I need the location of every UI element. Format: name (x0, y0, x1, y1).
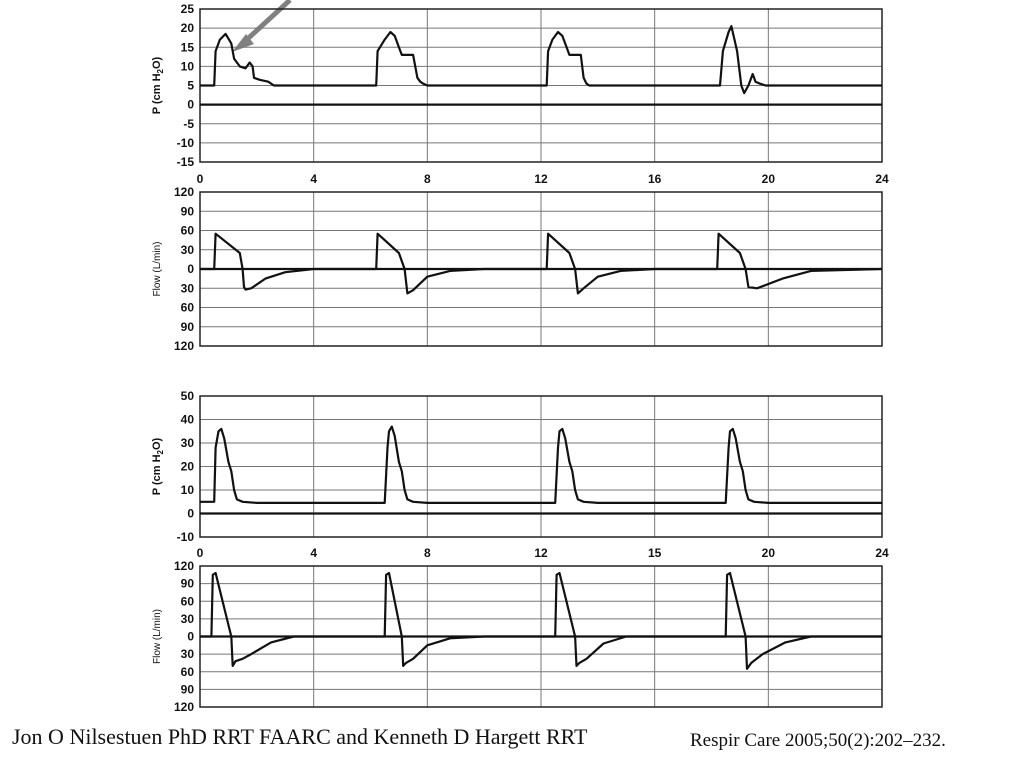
annotation-arrow (232, 0, 292, 52)
y-tick-label: 10 (181, 59, 195, 73)
x-tick-label: 12 (534, 172, 548, 186)
y-tick-label: 60 (181, 301, 195, 315)
y-tick-label: 30 (181, 612, 195, 626)
y-axis-label: Flow (L/min) (152, 609, 163, 664)
y-tick-label: 90 (181, 320, 195, 334)
y-tick-label: 10 (181, 483, 195, 497)
x-tick-label: 0 (197, 546, 204, 560)
y-tick-label: 120 (174, 339, 194, 353)
x-tick-label: 20 (762, 172, 776, 186)
y-tick-label: 120 (174, 700, 194, 714)
waveform-trace (200, 25, 882, 95)
citation-authors: Jon O Nilsestuen PhD RRT FAARC and Kenne… (12, 724, 588, 749)
y-tick-label: 90 (181, 682, 195, 696)
x-tick-label: 4 (310, 546, 317, 560)
x-tick-label: 4 (310, 172, 317, 186)
x-tick-label: 12 (534, 546, 548, 560)
waveform-trace (200, 232, 883, 295)
y-tick-label: 0 (187, 262, 194, 276)
y-tick-label: 40 (181, 413, 195, 427)
y-tick-label: 5 (187, 79, 194, 93)
panel-flow-2: 120 90 60 30 0 30 60 90 120 Flow (L/min) (152, 559, 883, 714)
y-tick-label: 30 (181, 647, 195, 661)
x-tick-label: 0 (197, 172, 204, 186)
y-tick-label: 60 (181, 665, 195, 679)
x-tick-label: 24 (875, 546, 889, 560)
waveform-trace (200, 425, 882, 504)
y-tick-label: 90 (181, 204, 195, 218)
y-tick-label: 60 (181, 594, 195, 608)
y-tick-label: 20 (181, 460, 195, 474)
y-tick-label: -5 (183, 117, 194, 131)
y-tick-label: 15 (181, 40, 195, 54)
y-tick-label: 30 (181, 436, 195, 450)
y-axis-label: P (cm H2O) (151, 437, 165, 495)
y-axis-label: Flow (L/min) (152, 241, 163, 296)
x-tick-label: 20 (762, 546, 776, 560)
plot-frame (199, 395, 883, 538)
y-tick-label: 0 (187, 98, 194, 112)
x-tick-label: 24 (875, 172, 889, 186)
y-tick-label: 60 (181, 224, 195, 238)
waveform-trace (200, 571, 882, 670)
y-tick-label: 90 (181, 577, 195, 591)
y-tick-label: 0 (187, 630, 194, 644)
citation-journal: Respir Care 2005;50(2):202–232. (686, 728, 950, 754)
x-tick-label: 8 (424, 172, 431, 186)
x-tick-label: 16 (648, 172, 662, 186)
y-tick-label: 120 (174, 185, 194, 199)
y-tick-label: 50 (181, 389, 195, 403)
y-tick-label: 120 (174, 559, 194, 573)
x-tick-label: 15 (648, 546, 662, 560)
y-tick-label: 30 (181, 243, 195, 257)
panel-flow-1: 120 90 60 30 0 30 60 90 120 Flow (L/min) (152, 185, 883, 353)
y-tick-label: 20 (181, 21, 195, 35)
y-tick-label: 25 (181, 2, 195, 16)
y-tick-label: -10 (177, 136, 195, 150)
x-tick-label: 8 (424, 546, 431, 560)
y-tick-label: 0 (187, 507, 194, 521)
y-tick-label: 30 (181, 281, 195, 295)
y-tick-label: -10 (177, 530, 195, 544)
y-axis-label: P (cm H2O) (151, 56, 165, 114)
y-tick-label: -15 (177, 155, 195, 169)
